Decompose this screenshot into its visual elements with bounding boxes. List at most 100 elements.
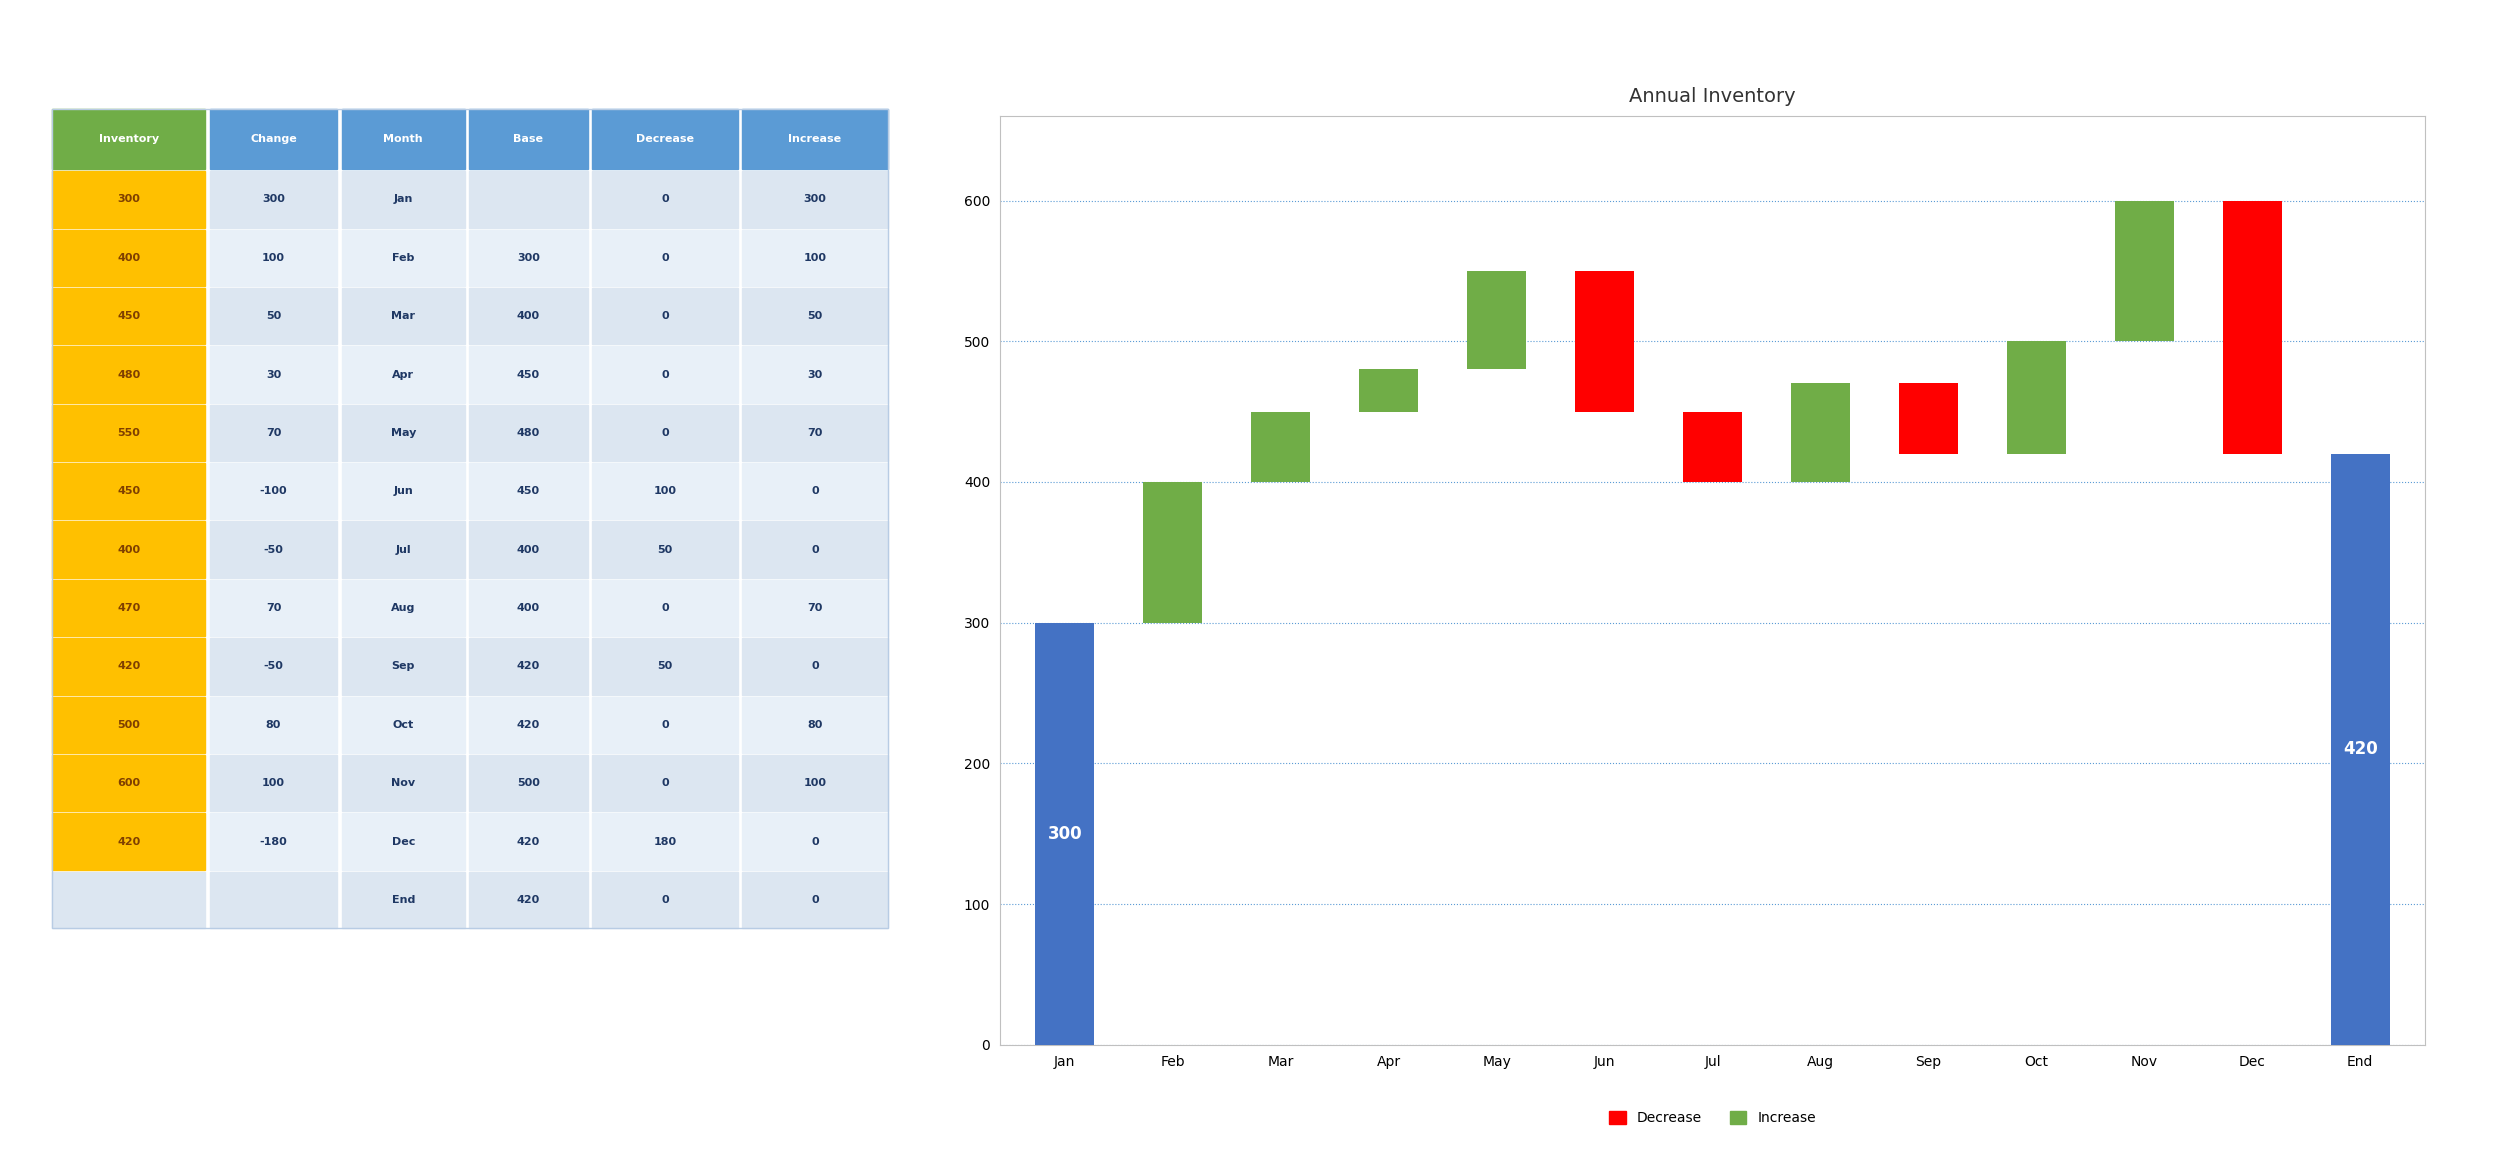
Text: 50: 50 — [808, 311, 822, 322]
Bar — [52, 697, 205, 753]
Text: Sep: Sep — [392, 662, 415, 671]
Bar — [210, 346, 338, 403]
Text: 400: 400 — [518, 311, 540, 322]
Bar — [342, 109, 465, 170]
Bar — [470, 405, 588, 461]
Text: 300: 300 — [518, 253, 540, 262]
Text: 300: 300 — [802, 194, 828, 204]
Text: 420: 420 — [118, 837, 140, 846]
Bar — [52, 405, 205, 461]
Bar — [52, 463, 205, 519]
Bar — [1250, 482, 1310, 1045]
Text: 100: 100 — [262, 253, 285, 262]
Text: Decrease: Decrease — [635, 135, 695, 144]
Bar — [592, 814, 738, 870]
Bar — [210, 755, 338, 812]
Text: -100: -100 — [260, 486, 288, 496]
Bar — [592, 579, 738, 636]
Text: 450: 450 — [118, 311, 140, 322]
Text: 100: 100 — [802, 253, 828, 262]
Bar — [2115, 341, 2175, 1045]
Bar — [470, 697, 588, 753]
Text: 500: 500 — [118, 720, 140, 730]
Text: 400: 400 — [518, 545, 540, 555]
Bar — [592, 405, 738, 461]
Bar — [592, 521, 738, 578]
Bar — [592, 697, 738, 753]
Bar — [1250, 412, 1310, 482]
Text: 0: 0 — [660, 194, 670, 204]
Text: 0: 0 — [810, 662, 820, 671]
Bar — [210, 405, 338, 461]
Bar — [470, 814, 588, 870]
Bar — [342, 230, 465, 286]
Bar — [210, 814, 338, 870]
Bar — [1898, 383, 1958, 454]
Bar — [342, 463, 465, 519]
Text: 100: 100 — [802, 778, 828, 788]
Text: 80: 80 — [808, 720, 822, 730]
Text: Aug: Aug — [390, 603, 415, 613]
Text: Month: Month — [382, 135, 423, 144]
Bar — [210, 109, 338, 170]
Bar — [52, 171, 205, 228]
Bar — [52, 109, 887, 928]
Text: 30: 30 — [265, 369, 280, 380]
Bar — [742, 109, 888, 170]
Bar — [52, 872, 205, 928]
Bar — [52, 639, 205, 694]
Text: Inventory: Inventory — [98, 135, 160, 144]
Text: 100: 100 — [652, 486, 678, 496]
Text: 0: 0 — [810, 837, 820, 846]
Text: 470: 470 — [118, 603, 140, 613]
Bar — [742, 230, 888, 286]
Bar — [470, 872, 588, 928]
Bar — [592, 230, 738, 286]
Bar — [742, 346, 888, 403]
Text: 400: 400 — [118, 545, 140, 555]
Text: Dec: Dec — [392, 837, 415, 846]
Text: 0: 0 — [810, 895, 820, 904]
Bar — [1468, 271, 1528, 369]
Text: Increase: Increase — [788, 135, 842, 144]
Text: 450: 450 — [518, 486, 540, 496]
Text: -180: -180 — [260, 837, 288, 846]
Text: 420: 420 — [118, 662, 140, 671]
Bar — [592, 639, 738, 694]
Bar — [1360, 369, 1417, 412]
Legend: Decrease, Increase: Decrease, Increase — [1602, 1105, 1822, 1131]
Bar — [742, 697, 888, 753]
Text: 0: 0 — [810, 486, 820, 496]
Text: 600: 600 — [118, 778, 140, 788]
Bar — [592, 755, 738, 812]
Text: May: May — [390, 428, 415, 438]
Text: 400: 400 — [518, 603, 540, 613]
Bar — [210, 521, 338, 578]
Bar — [592, 109, 738, 170]
Bar — [1898, 454, 1958, 1045]
Text: 0: 0 — [660, 253, 670, 262]
Text: 70: 70 — [265, 603, 280, 613]
Text: Nov: Nov — [390, 778, 415, 788]
Bar — [210, 463, 338, 519]
Text: 450: 450 — [118, 486, 140, 496]
Bar — [52, 521, 205, 578]
Bar — [342, 639, 465, 694]
Bar — [342, 579, 465, 636]
Bar — [210, 639, 338, 694]
Text: 80: 80 — [265, 720, 280, 730]
Bar — [52, 230, 205, 286]
Bar — [592, 463, 738, 519]
Bar — [52, 109, 205, 170]
Text: 0: 0 — [810, 545, 820, 555]
Bar — [742, 405, 888, 461]
Bar — [342, 814, 465, 870]
Bar — [342, 755, 465, 812]
Bar — [210, 579, 338, 636]
Text: 420: 420 — [518, 895, 540, 904]
Text: 550: 550 — [118, 428, 140, 438]
Text: Jan: Jan — [392, 194, 412, 204]
Bar — [1790, 482, 1850, 1045]
Text: 420: 420 — [518, 662, 540, 671]
Text: Apr: Apr — [392, 369, 415, 380]
